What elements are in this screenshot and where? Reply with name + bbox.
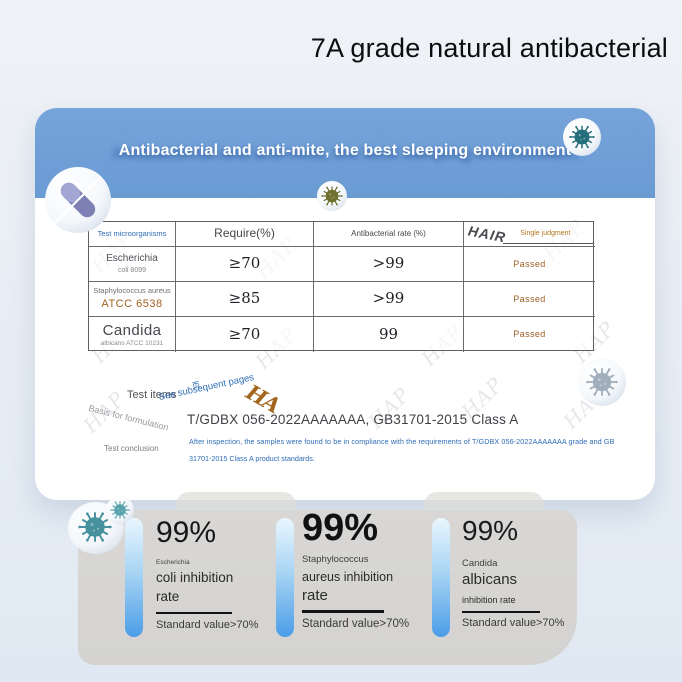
standard-value-note: Standard value>70% [302,617,410,630]
table-cell-require: ≥70 [176,247,314,282]
divider [503,243,593,244]
stat-bar [125,518,143,637]
table-cell-judgment: Passed [464,282,595,317]
divider [156,611,232,614]
standard-reference-text: T/GDBX 056-2022AAAAAAA, GB31701-2015 Cla… [187,412,519,427]
stat-staph: 99% Staphylococcus aureus inhibition rat… [302,507,432,631]
table-row-microorganism: Escherichia coli 8099 [89,247,176,282]
stat-value: 99% [462,515,519,546]
table-cell-rate: >99 [314,247,464,282]
stat-value: 99% [302,507,379,549]
table-cell-require: ≥70 [176,317,314,352]
stat-value: 99% [156,516,217,549]
col-header-microorganisms: Test microorganisms [89,222,176,247]
stat-bar [432,518,450,637]
virus-icon [563,118,601,156]
col-header-require: Require(%) [176,222,314,247]
table-cell-rate: 99 [314,317,464,352]
banner-title-ghost: Antibacterial and anti-mite, the best sl… [110,144,580,163]
banner-title: Antibacterial and anti-mite, the best sl… [118,142,572,159]
test-conclusion-label: Test conclusion [104,444,159,453]
table-cell-require: ≥85 [176,282,314,317]
table-row-microorganism: Candida albicans ATCC 10231 [89,317,176,352]
conclusion-line-2: 31701-2015 Class A product standards. [189,454,315,463]
capsule-icon [45,167,111,233]
test-items-label: Test items [127,389,177,401]
page-title: 7A grade natural antibacterial [310,33,668,63]
col-header-judgment: HAIR Single judgment [464,222,595,247]
stat-ecoli: 99% Escherichia coli inhibition rate Sta… [156,516,276,631]
hair-watermark: HAIR [466,222,508,246]
banner: Antibacterial and anti-mite, the best sl… [35,108,655,198]
bacteria-cluster-icon [68,496,134,554]
standard-value-note: Standard value>70% [462,617,565,630]
table-row-microorganism: Staphylococcus aureus ATCC 6538 [89,282,176,317]
table-cell-judgment: Passed [464,247,595,282]
table-cell-judgment: Passed [513,329,546,340]
divider [302,610,384,613]
stat-candida: 99% Candida albicans inhibition rate Sta… [462,515,582,630]
antibacterial-test-table: Test microorganisms Require(%) Antibacte… [88,221,595,352]
stats-panel [78,510,577,665]
virus-outline-icon [578,358,626,406]
table-cell-rate: >99 [314,282,464,317]
col-header-rate: Antibacterial rate (%) [314,222,464,247]
standard-value-note: Standard value>70% [156,618,259,631]
divider [462,610,540,614]
bacteria-icon [317,181,347,211]
stat-bar [276,518,294,637]
conclusion-line-1: After inspection, the samples were found… [189,437,615,446]
